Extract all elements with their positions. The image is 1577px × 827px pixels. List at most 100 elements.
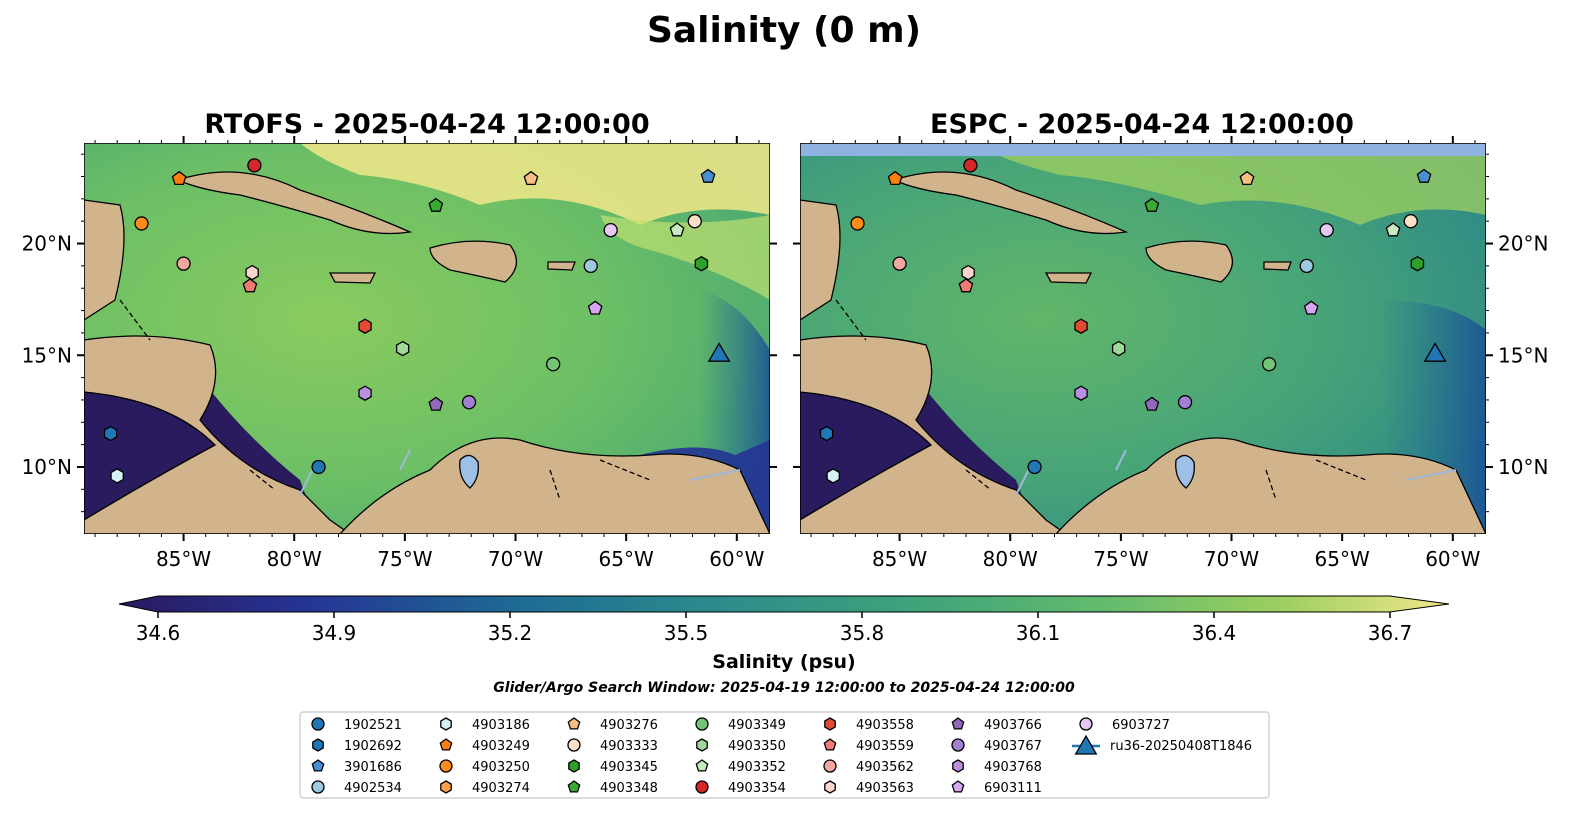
legend-marker-4903250 — [439, 759, 453, 773]
marker-ru36-20250408T1846 — [707, 342, 731, 362]
marker-4903350 — [1111, 340, 1126, 357]
cuba-land — [892, 171, 1129, 235]
legend-marker-4903274 — [440, 780, 452, 794]
map-area — [800, 143, 1486, 534]
legend-label: 4903350 — [728, 739, 786, 754]
yucatan-land — [84, 199, 125, 321]
lon-tick-label: 85°W — [872, 547, 927, 571]
hispaniola-land — [429, 240, 517, 283]
marker-4903249 — [887, 170, 903, 186]
marker-4903333 — [687, 214, 702, 229]
lon-tick-label: 85°W — [156, 547, 211, 571]
legend-label: 4903768 — [984, 760, 1042, 775]
marker-4903766 — [428, 396, 444, 411]
marker-1902692 — [819, 425, 834, 442]
legend-marker-4903249 — [439, 738, 453, 751]
legend-label: 4902534 — [344, 781, 402, 796]
legend-marker-4903766 — [951, 717, 965, 730]
lon-tick-label: 80°W — [983, 547, 1038, 571]
marker-4903562 — [892, 256, 907, 271]
legend-label: 6903111 — [984, 781, 1042, 796]
marker-1902692 — [103, 425, 118, 442]
lat-tick-label: 20°N — [22, 232, 72, 256]
legend-marker-4903767 — [951, 738, 965, 752]
lat-tick-label: 10°N — [22, 455, 72, 479]
marker-6903727 — [1319, 222, 1334, 238]
marker-4903767 — [461, 395, 477, 410]
search-window-note: Glider/Argo Search Window: 2025-04-19 12… — [493, 680, 1075, 696]
legend-marker-4903333 — [567, 738, 581, 752]
legend-marker-4903348 — [567, 780, 581, 793]
marker-4903186 — [826, 468, 840, 484]
legend-label: 1902521 — [344, 718, 402, 733]
panel-title: RTOFS - 2025-04-24 12:00:00 — [204, 109, 649, 140]
marker-4903766 — [1144, 396, 1160, 411]
marker-4903558 — [358, 318, 372, 334]
legend-marker-4903276 — [567, 717, 581, 730]
legend-label: 4903563 — [856, 781, 914, 796]
legend-label: 4903766 — [984, 718, 1042, 733]
marker-4903276 — [1239, 170, 1255, 186]
panel-title: ESPC - 2025-04-24 12:00:00 — [930, 109, 1354, 140]
marker-4903559 — [958, 278, 974, 293]
marker-4903768 — [358, 385, 372, 401]
lon-tick-label: 75°W — [1093, 547, 1148, 571]
marker-4903348 — [428, 197, 444, 212]
legend-marker-4903558 — [824, 717, 836, 731]
figure-title: Salinity (0 m) — [647, 10, 921, 51]
colorbar-tick-label: 36.4 — [1192, 621, 1237, 645]
cuba-land — [176, 171, 413, 235]
legend-marker-4903186 — [440, 717, 452, 731]
legend-label: 4903274 — [472, 781, 530, 796]
colorbar: 34.6 34.9 35.2 35.5 35.8 36.1 36.4 36.7 Salinit… — [118, 595, 1450, 673]
legend-marker-6903727 — [1079, 717, 1093, 731]
lake-maracaibo — [1175, 454, 1195, 489]
marker-4903249 — [171, 170, 187, 186]
marker-6903111 — [587, 300, 603, 315]
colorbar-tick-label: 36.7 — [1368, 621, 1413, 645]
marker-4903350 — [395, 340, 410, 357]
legend-label: 4903249 — [472, 739, 530, 754]
legend-marker-4903768 — [952, 759, 964, 773]
marker-4903768 — [1074, 385, 1088, 401]
legend-marker-4903345 — [568, 759, 580, 773]
legend-marker-1902692 — [312, 738, 324, 752]
legend-marker-3901686 — [311, 759, 325, 772]
colorbar-ticks: 34.6 34.9 35.2 35.5 35.8 36.1 36.4 36.7 — [136, 612, 1413, 645]
colorbar-label: Salinity (psu) — [712, 651, 855, 673]
panel-espc: ESPC - 2025-04-24 12:00:00 85°W 80°W 75°W 7… — [793, 109, 1548, 571]
lon-tick-label: 80°W — [267, 547, 322, 571]
marker-4903354 — [247, 158, 262, 173]
lon-tick-label: 60°W — [709, 547, 764, 571]
marker-6903111 — [1303, 300, 1319, 315]
float-markers — [103, 158, 731, 484]
marker-4903345 — [694, 255, 709, 272]
legend-box — [299, 711, 1270, 799]
marker-4903352 — [669, 222, 685, 237]
legend-label: 4903348 — [600, 781, 658, 796]
legend-label: 4903352 — [728, 760, 786, 775]
legend-marker-1902521 — [311, 717, 325, 731]
lat-tick-label: 15°N — [22, 343, 72, 367]
legend-marker-4903349 — [695, 717, 709, 731]
marker-3901686 — [700, 168, 716, 183]
colorbar-tick-label: 35.8 — [840, 621, 885, 645]
legend-label: 4903333 — [600, 739, 658, 754]
marker-4903563 — [245, 264, 259, 281]
legend-label: 4903276 — [600, 718, 658, 733]
marker-4903354 — [963, 158, 978, 173]
marker-4903250 — [134, 216, 149, 231]
legend-marker-4903559 — [823, 738, 837, 751]
legend-marker-4903563 — [824, 780, 836, 794]
yucatan-land — [800, 199, 841, 321]
marker-4903250 — [850, 216, 865, 231]
marker-4903276 — [523, 170, 539, 186]
marker-4903333 — [1403, 214, 1418, 229]
colorbar-tick-label: 35.5 — [664, 621, 709, 645]
no-data-strip — [800, 143, 1486, 156]
legend-marker-4902534 — [311, 780, 325, 794]
float-markers — [819, 158, 1447, 484]
legend-label: 4903562 — [856, 760, 914, 775]
axis-ticks: 85°W 80°W 75°W 70°W 65°W 60°W 10°N 15°N 20°N — [793, 136, 1548, 571]
panel-rtofs: RTOFS - 2025-04-24 12:00:00 85°W 80°W 75°W… — [22, 109, 777, 571]
